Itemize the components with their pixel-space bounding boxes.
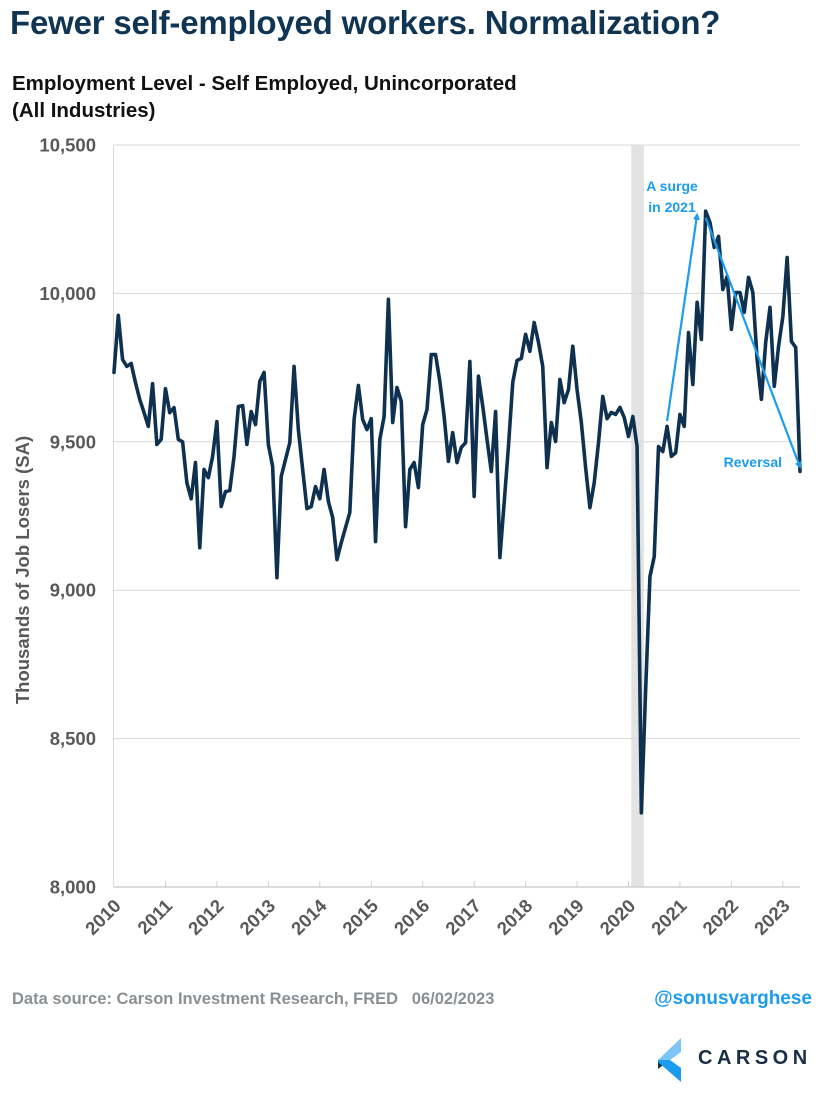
x-tick-label: 2023 xyxy=(750,895,794,939)
x-tick-label: 2016 xyxy=(390,895,434,939)
x-tick-label: 2015 xyxy=(338,895,382,939)
annotation-arrow xyxy=(704,217,802,469)
carson-logo-icon xyxy=(658,1038,681,1082)
x-tick-label: 2019 xyxy=(544,895,588,939)
x-tick-label: 2011 xyxy=(133,895,176,938)
y-axis-label: Thousands of Job Losers (SA) xyxy=(12,436,33,704)
x-tick-label: 2014 xyxy=(287,894,331,938)
annotation-surge-line2: in 2021 xyxy=(648,199,696,215)
page-title: Fewer self-employed workers. Normalizati… xyxy=(10,4,721,41)
y-tick-label: 9,000 xyxy=(50,580,96,601)
author-handle[interactable]: @sonusvarghese xyxy=(654,988,812,1009)
y-tick-label: 10,500 xyxy=(39,135,96,156)
y-tick-label: 10,000 xyxy=(39,283,96,304)
y-tick-label: 8,500 xyxy=(50,728,96,749)
annotation-reversal: Reversal xyxy=(724,454,782,470)
x-tick-label: 2020 xyxy=(595,895,639,939)
y-tick-label: 8,000 xyxy=(50,877,96,898)
x-tick-label: 2022 xyxy=(698,895,742,939)
y-tick-label: 9,500 xyxy=(50,431,96,452)
chart-subtitle: Employment Level - Self Employed, Uninco… xyxy=(12,70,517,124)
carson-logo-text: CARSON xyxy=(698,1047,812,1069)
data-source-note: Data source: Carson Investment Research,… xyxy=(12,990,495,1008)
x-tick-label: 2021 xyxy=(647,895,691,939)
x-tick-label: 2012 xyxy=(184,895,228,939)
chart-subtitle-line1: Employment Level - Self Employed, Uninco… xyxy=(12,72,517,95)
x-tick-label: 2017 xyxy=(441,895,485,939)
annotation-arrow xyxy=(665,212,700,422)
annotation-surge-line1: A surge xyxy=(646,178,698,194)
x-tick-label: 2013 xyxy=(235,895,279,939)
x-tick-label: 2018 xyxy=(492,895,536,939)
carson-logo: CARSON xyxy=(656,1038,816,1084)
line-chart: 8,000 8,500 9,000 9,500 10,000 10,500 2010 2011… xyxy=(12,135,802,939)
x-tick-label: 2010 xyxy=(81,895,125,939)
series-line xyxy=(112,209,802,815)
chart-subtitle-line2: (All Industries) xyxy=(12,99,156,122)
